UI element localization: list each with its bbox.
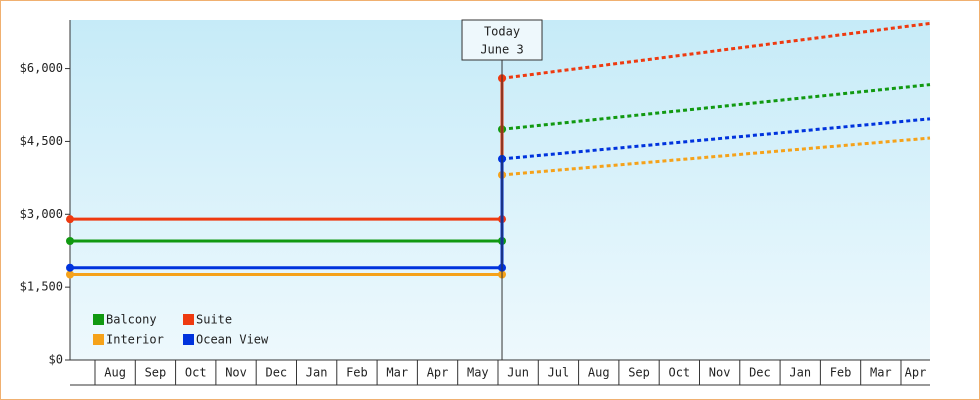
- forecast-line: [501, 21, 931, 80]
- x-tick-label: Dec: [265, 366, 287, 380]
- x-tick-label: Feb: [830, 366, 852, 380]
- x-tick-label: Mar: [386, 366, 408, 380]
- x-tick-label: Oct: [185, 366, 207, 380]
- today-label: Today: [484, 25, 520, 39]
- legend-label: Ocean View: [196, 333, 269, 347]
- x-tick-label: Jun: [507, 366, 529, 380]
- x-tick-label: May: [467, 366, 489, 380]
- x-tick-label: Jan: [306, 366, 328, 380]
- forecast-line: [501, 83, 931, 131]
- y-tick-label: $6,000: [20, 61, 63, 75]
- x-tick-label: Sep: [628, 366, 650, 380]
- legend-label: Interior: [106, 333, 164, 347]
- y-tick-label: $1,500: [20, 280, 63, 294]
- x-tick-label: Oct: [668, 366, 690, 380]
- x-tick-label: Apr: [905, 366, 927, 380]
- today-date: June 3: [480, 43, 523, 57]
- x-tick-label: Sep: [145, 366, 167, 380]
- x-tick-label: Nov: [709, 366, 731, 380]
- y-tick-label: $3,000: [20, 207, 63, 221]
- point: [66, 263, 74, 272]
- x-tick-label: Dec: [749, 366, 771, 380]
- x-tick-label: Mar: [870, 366, 892, 380]
- today-box: [461, 19, 543, 61]
- forecast-line: [501, 136, 931, 177]
- legend-swatch: [183, 314, 194, 325]
- x-tick-label: Apr: [427, 366, 449, 380]
- y-tick-label: $4,500: [20, 134, 63, 148]
- forecast-line: [501, 117, 931, 161]
- legend-swatch: [183, 334, 194, 345]
- legend-swatch: [93, 334, 104, 345]
- point: [66, 215, 74, 224]
- legend-label: Balcony: [106, 313, 157, 327]
- x-tick-label: Jul: [548, 366, 570, 380]
- x-tick-label: Feb: [346, 366, 368, 380]
- x-tick-label: Nov: [225, 366, 247, 380]
- x-tick-label: Aug: [588, 366, 610, 380]
- plot-area: [70, 20, 930, 360]
- legend-swatch: [93, 314, 104, 325]
- y-tick-label: $0: [49, 353, 63, 367]
- legend-label: Suite: [196, 313, 232, 327]
- x-tick-label: Jan: [789, 366, 811, 380]
- point: [66, 270, 74, 279]
- point: [66, 237, 74, 245]
- x-tick-label: Aug: [104, 366, 126, 380]
